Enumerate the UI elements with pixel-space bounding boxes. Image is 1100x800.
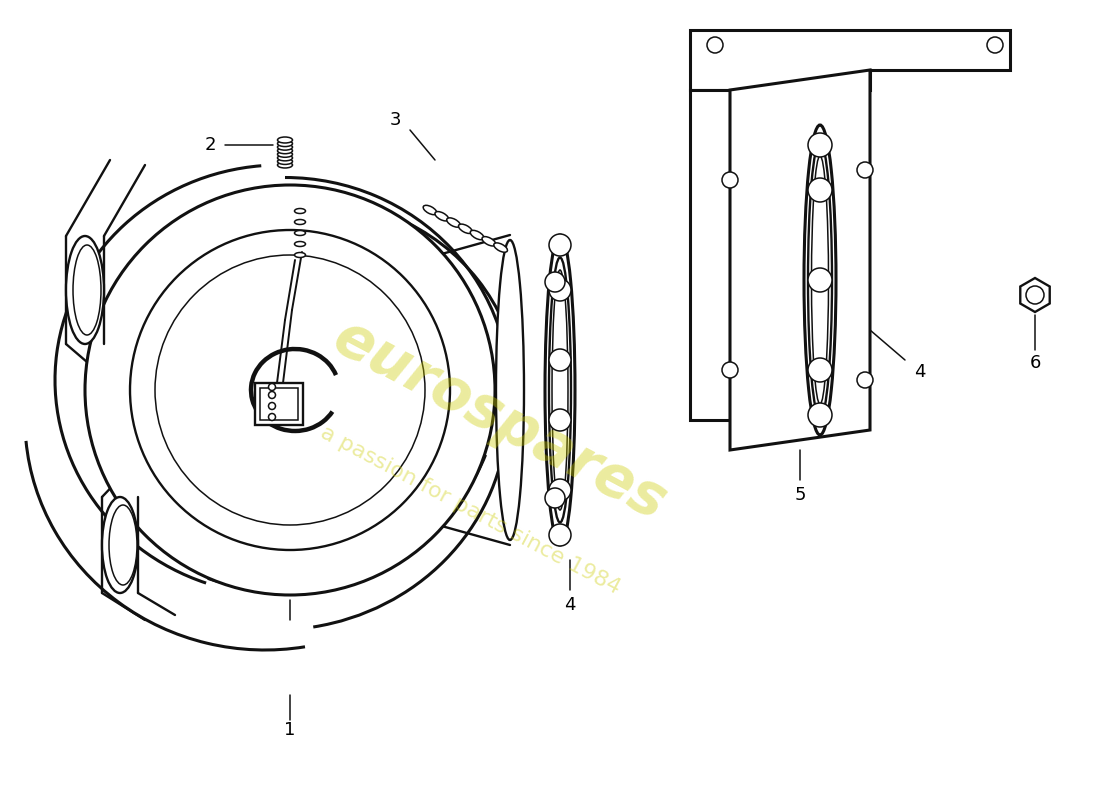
Text: 6: 6 (1030, 354, 1041, 372)
Bar (260, 388, 298, 420)
Polygon shape (690, 30, 1010, 90)
Text: 4: 4 (914, 363, 926, 381)
Text: 4: 4 (564, 596, 575, 614)
Circle shape (722, 362, 738, 378)
Text: 2: 2 (205, 136, 216, 154)
Circle shape (808, 358, 832, 382)
Circle shape (268, 391, 275, 398)
Text: 3: 3 (389, 111, 400, 129)
Ellipse shape (277, 158, 293, 165)
Circle shape (268, 414, 275, 421)
Text: 1: 1 (284, 721, 296, 739)
Circle shape (155, 255, 425, 525)
Ellipse shape (804, 125, 836, 435)
Ellipse shape (459, 224, 472, 234)
Ellipse shape (812, 156, 828, 404)
Ellipse shape (549, 258, 571, 522)
Circle shape (549, 349, 571, 371)
Ellipse shape (73, 245, 101, 335)
Circle shape (707, 37, 723, 53)
Ellipse shape (434, 211, 449, 221)
Ellipse shape (552, 270, 568, 510)
Ellipse shape (808, 142, 832, 418)
Ellipse shape (277, 155, 293, 161)
Ellipse shape (109, 505, 138, 585)
Text: 5: 5 (794, 486, 805, 504)
Circle shape (549, 234, 571, 256)
Polygon shape (690, 90, 730, 420)
Ellipse shape (277, 151, 293, 158)
Ellipse shape (102, 497, 138, 593)
Bar (255, 383, 302, 425)
Text: a passion for parts since 1984: a passion for parts since 1984 (317, 422, 624, 598)
Ellipse shape (277, 162, 293, 168)
Polygon shape (730, 70, 870, 450)
Ellipse shape (295, 209, 306, 214)
Ellipse shape (471, 230, 484, 240)
Circle shape (808, 268, 832, 292)
Circle shape (808, 178, 832, 202)
Circle shape (808, 403, 832, 427)
Ellipse shape (277, 141, 293, 146)
Ellipse shape (277, 148, 293, 154)
Ellipse shape (544, 235, 575, 545)
Ellipse shape (295, 242, 306, 246)
Text: eurospares: eurospares (323, 308, 676, 532)
Polygon shape (1021, 278, 1049, 312)
Circle shape (857, 372, 873, 388)
Circle shape (549, 524, 571, 546)
Circle shape (857, 162, 873, 178)
Circle shape (1026, 286, 1044, 304)
Circle shape (544, 272, 565, 292)
Circle shape (130, 230, 450, 550)
Circle shape (549, 409, 571, 431)
Ellipse shape (277, 137, 293, 143)
Ellipse shape (482, 237, 496, 246)
Circle shape (987, 37, 1003, 53)
Circle shape (549, 479, 571, 501)
Circle shape (268, 402, 275, 410)
Ellipse shape (277, 144, 293, 150)
Ellipse shape (447, 218, 461, 227)
Ellipse shape (295, 230, 306, 235)
Ellipse shape (494, 243, 507, 252)
Circle shape (85, 185, 495, 595)
Ellipse shape (66, 236, 104, 344)
Ellipse shape (496, 240, 524, 540)
Circle shape (268, 383, 275, 390)
Circle shape (549, 279, 571, 301)
Circle shape (808, 133, 832, 157)
Ellipse shape (295, 253, 306, 258)
Ellipse shape (424, 206, 437, 214)
Ellipse shape (295, 219, 306, 225)
Circle shape (544, 488, 565, 508)
Circle shape (722, 172, 738, 188)
